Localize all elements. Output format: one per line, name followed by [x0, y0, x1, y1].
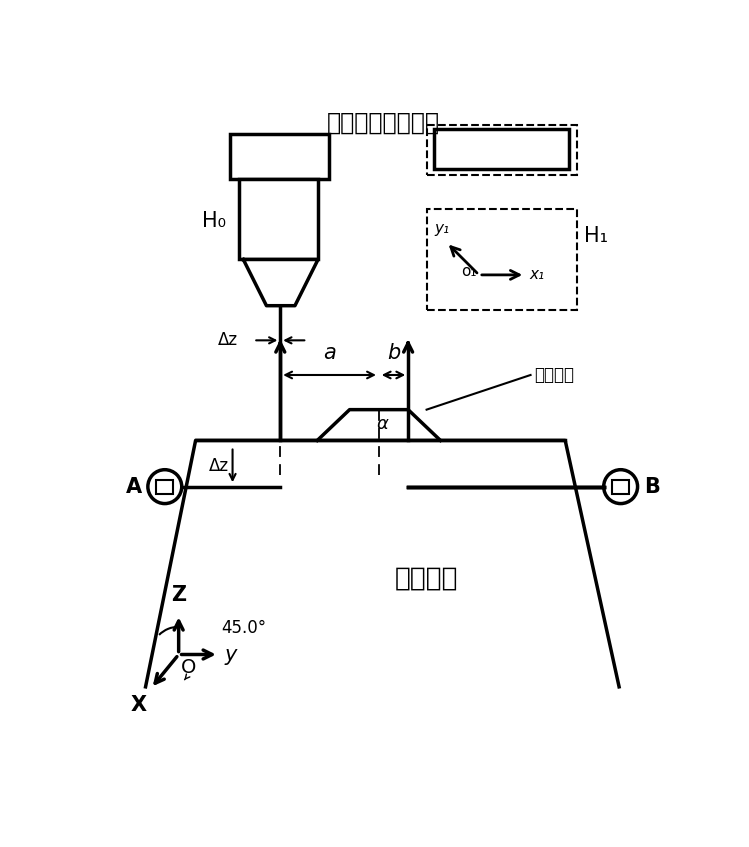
Text: b: b	[387, 343, 400, 363]
Bar	[157, 479, 173, 494]
Text: Δz: Δz	[208, 457, 228, 475]
Polygon shape	[243, 259, 318, 306]
Text: H₀: H₀	[202, 211, 226, 231]
Text: Δz: Δz	[218, 331, 238, 349]
Text: 45.0°: 45.0°	[221, 618, 266, 637]
Text: Z: Z	[171, 585, 187, 606]
Bar	[612, 479, 629, 494]
Bar	[240, 179, 318, 259]
Text: X: X	[130, 695, 146, 715]
Text: a: a	[324, 343, 336, 363]
Bar	[427, 125, 577, 174]
Text: 激光共聚焦显微镜: 激光共聚焦显微镜	[327, 111, 440, 136]
Text: x₁: x₁	[529, 268, 544, 282]
Bar	[427, 209, 577, 309]
Text: y₁: y₁	[434, 221, 449, 236]
Text: α: α	[377, 414, 389, 433]
Text: 梯形棱镜: 梯形棱镜	[395, 566, 458, 592]
Text: 参考刻线: 参考刻线	[534, 366, 574, 384]
Text: o₁: o₁	[461, 263, 476, 279]
Text: H₁: H₁	[584, 226, 608, 246]
Bar	[434, 130, 569, 169]
Bar	[230, 134, 329, 179]
Text: A: A	[126, 477, 142, 496]
Text: B: B	[643, 477, 660, 496]
Text: y: y	[225, 645, 237, 665]
Text: O: O	[181, 658, 196, 678]
